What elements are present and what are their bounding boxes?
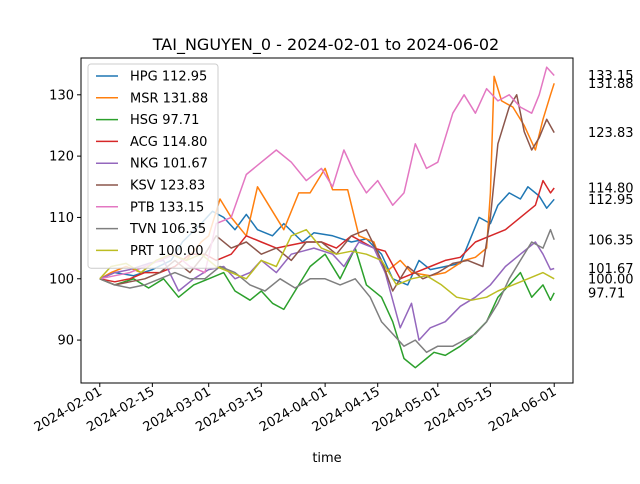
end-label-ksv: 123.83: [588, 126, 634, 141]
series-line-ksv: [99, 94, 555, 292]
legend-label-acg: ACG 114.80: [130, 135, 207, 150]
legend-label-prt: PRT 100.00: [130, 244, 204, 259]
y-tick-label: 110: [49, 211, 74, 226]
end-label-tvn: 106.35: [588, 233, 634, 248]
x-tick-label: 2024-06-01: [486, 384, 559, 435]
end-label-nkg: 101.67: [588, 262, 634, 277]
end-label-hpg: 112.95: [588, 193, 634, 208]
legend: HPG 112.95 MSR 131.88 HSG 97.71 ACG 114.80 N…: [87, 63, 219, 269]
end-label-hsg: 97.71: [588, 286, 625, 301]
legend-label-hsg: HSG 97.71: [130, 113, 199, 128]
series-line-tvn: [99, 228, 555, 354]
legend-label-tvn: TVN 106.35: [129, 222, 206, 237]
end-label-msr: 131.88: [588, 77, 634, 92]
x-axis-label: time: [312, 451, 341, 466]
series-line-nkg: [99, 241, 555, 341]
legend-box: [87, 63, 219, 269]
end-label-prt: 100.00: [588, 272, 634, 287]
y-tick-label: 130: [49, 88, 74, 103]
legend-label-msr: MSR 131.88: [130, 91, 208, 106]
axes-frame: [80, 57, 574, 384]
y-tick-label: 90: [57, 334, 74, 349]
y-tick-label: 100: [49, 272, 74, 287]
y-tick-label: 120: [49, 150, 74, 165]
end-label-acg: 114.80: [588, 182, 634, 197]
legend-label-ptb: PTB 133.15: [130, 200, 204, 215]
chart-title: TAI_NGUYEN_0 - 2024-02-01 to 2024-06-02: [152, 35, 499, 55]
legend-label-nkg: NKG 101.67: [130, 157, 208, 172]
end-label-ptb: 133.15: [588, 69, 634, 84]
legend-label-ksv: KSV 123.83: [130, 179, 205, 194]
legend-label-hpg: HPG 112.95: [130, 70, 207, 85]
